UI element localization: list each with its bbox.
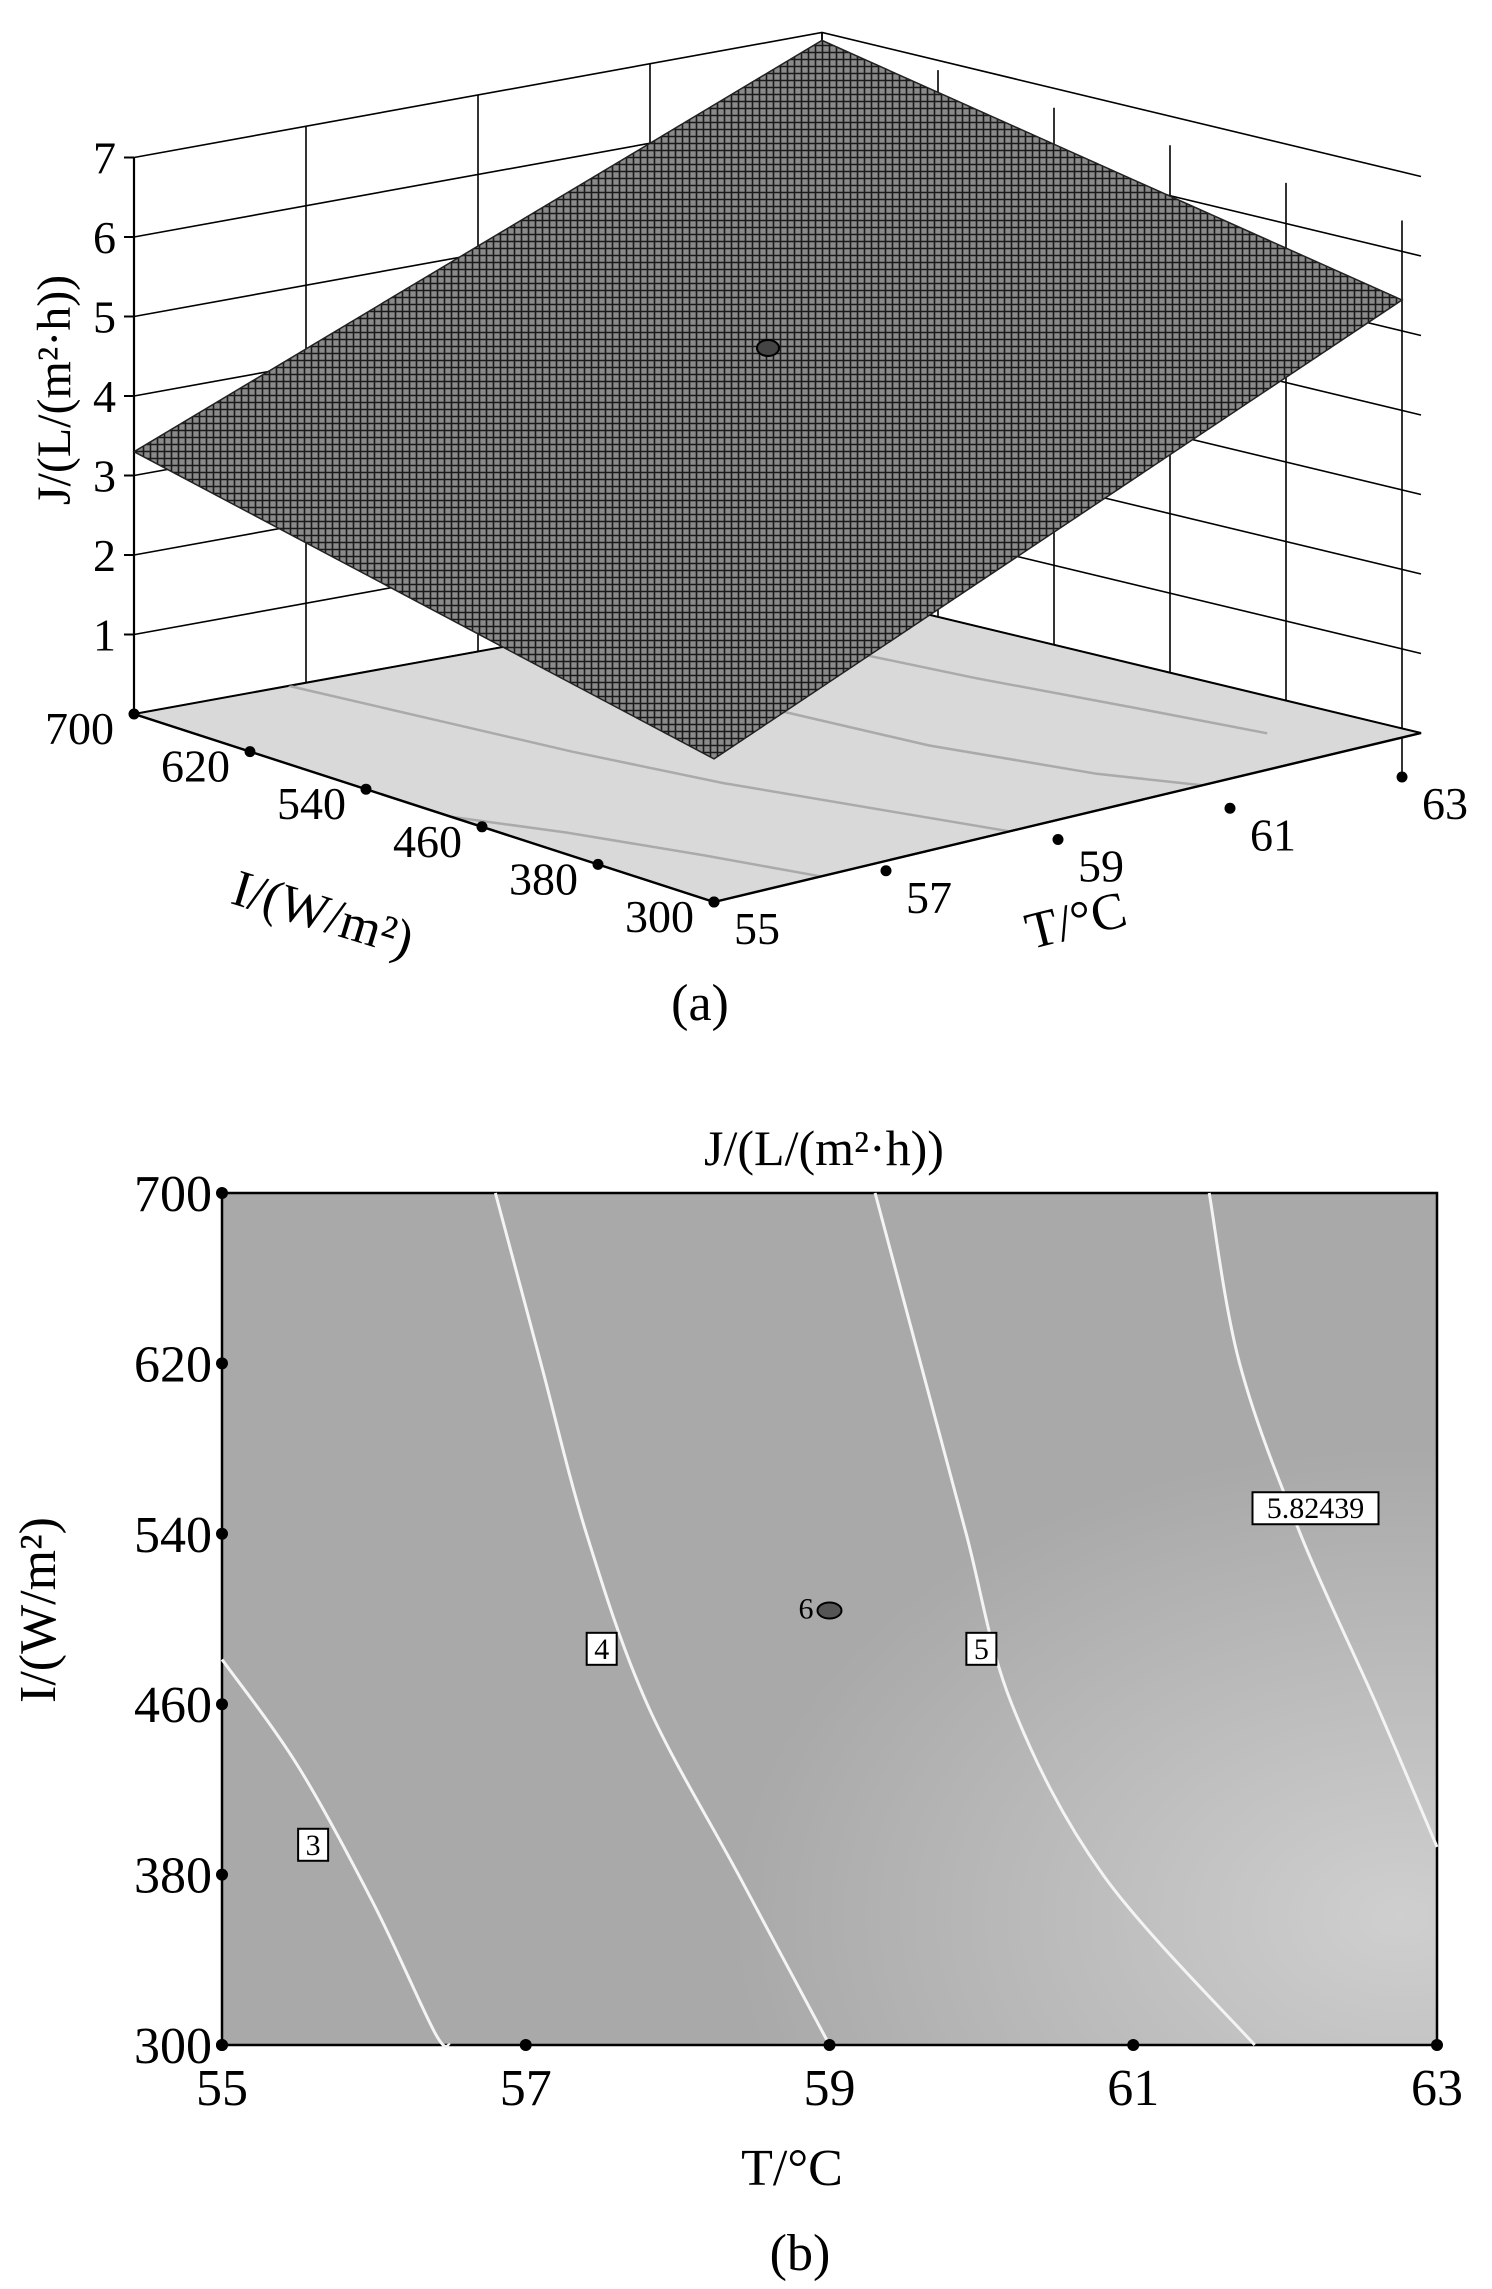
axes <box>124 156 1422 908</box>
z-tick-label: 6 <box>93 212 116 263</box>
z-axis-label: J/(L/(m²·h)) <box>28 275 81 505</box>
z-tick-label: 7 <box>93 133 116 184</box>
center-design-point <box>816 1601 843 1620</box>
contour-label-box <box>1251 1491 1380 1526</box>
surface-plot: 1 2 3 4 5 6 7 300 380 460 540 620 700 55 57 59 61 63 J/(L… <box>28 31 1468 1032</box>
x-tick-label: 63 <box>1422 778 1468 829</box>
y-tick-label: 380 <box>134 1848 212 1905</box>
y-axis-label: I/(W/m²) <box>10 1517 67 1703</box>
x-tick-label: 57 <box>906 872 952 923</box>
y-tick-label: 620 <box>161 741 230 792</box>
y-tick-label: 380 <box>509 853 578 904</box>
y-axis-label: I/(W/m²) <box>226 860 421 969</box>
contour-line <box>873 1192 1256 2046</box>
z-tick-label: 3 <box>93 451 116 502</box>
y-tick-label: 540 <box>134 1507 212 1564</box>
x-tick-label: 63 <box>1411 2060 1463 2117</box>
y-tick-label: 700 <box>45 703 114 754</box>
contour-line <box>1207 1192 1439 1848</box>
contour-label: 3 <box>306 1829 321 1862</box>
y-tick-label: 460 <box>393 816 462 867</box>
center-design-point <box>756 339 780 357</box>
y-tick-label: 300 <box>625 891 694 942</box>
x-tick-label: 55 <box>734 903 780 954</box>
contour-label: 4 <box>594 1633 609 1666</box>
contour-label-box <box>585 1631 618 1666</box>
contour-label-box <box>297 1827 330 1862</box>
x-tick-label: 59 <box>804 2060 856 2117</box>
z-tick-label: 1 <box>93 610 116 661</box>
contour-line <box>493 1192 831 2046</box>
x-axis-label: T/°C <box>741 2140 843 2197</box>
tick-labels: 1 2 3 4 5 6 7 300 380 460 540 620 700 55 57 59 61 63 <box>45 133 1468 955</box>
contour-label: 5 <box>974 1633 989 1666</box>
floor-contour-line <box>288 684 1059 841</box>
z-tick-label: 5 <box>93 292 116 343</box>
panel-a-label: (a) <box>671 975 729 1032</box>
center-point-label: 6 <box>799 1593 814 1626</box>
x-axis-label: T/°C <box>1020 881 1132 961</box>
contour-line <box>220 1658 451 2049</box>
y-tick-label: 620 <box>134 1336 212 1393</box>
z-tick-label: 4 <box>93 371 116 422</box>
panel-b-label: (b) <box>770 2225 831 2282</box>
contour-label: 5.82439 <box>1267 1492 1365 1525</box>
x-tick-label: 61 <box>1250 809 1296 860</box>
z-tick-label: 2 <box>93 530 116 581</box>
y-tick-label: 700 <box>134 1166 212 1223</box>
contour-title: J/(L/(m²·h)) <box>704 1120 944 1176</box>
x-tick-label: 61 <box>1107 2060 1159 2117</box>
contour-plot: J/(L/(m²·h)) 3 4 5 5.82439 6 300 380 460 540 62… <box>10 1120 1463 2282</box>
contour-label-box <box>965 1631 998 1666</box>
y-tick-label: 540 <box>277 778 346 829</box>
x-tick-label: 59 <box>1078 841 1124 892</box>
contour-lines <box>220 1192 1439 2049</box>
response-surface <box>132 39 1404 760</box>
contour-labels: 3 4 5 5.82439 <box>297 1491 1380 1862</box>
x-tick-label: 57 <box>500 2060 552 2117</box>
y-tick-label: 300 <box>134 2018 212 2075</box>
y-tick-label: 460 <box>134 1677 212 1734</box>
x-tick-label: 55 <box>196 2060 248 2117</box>
